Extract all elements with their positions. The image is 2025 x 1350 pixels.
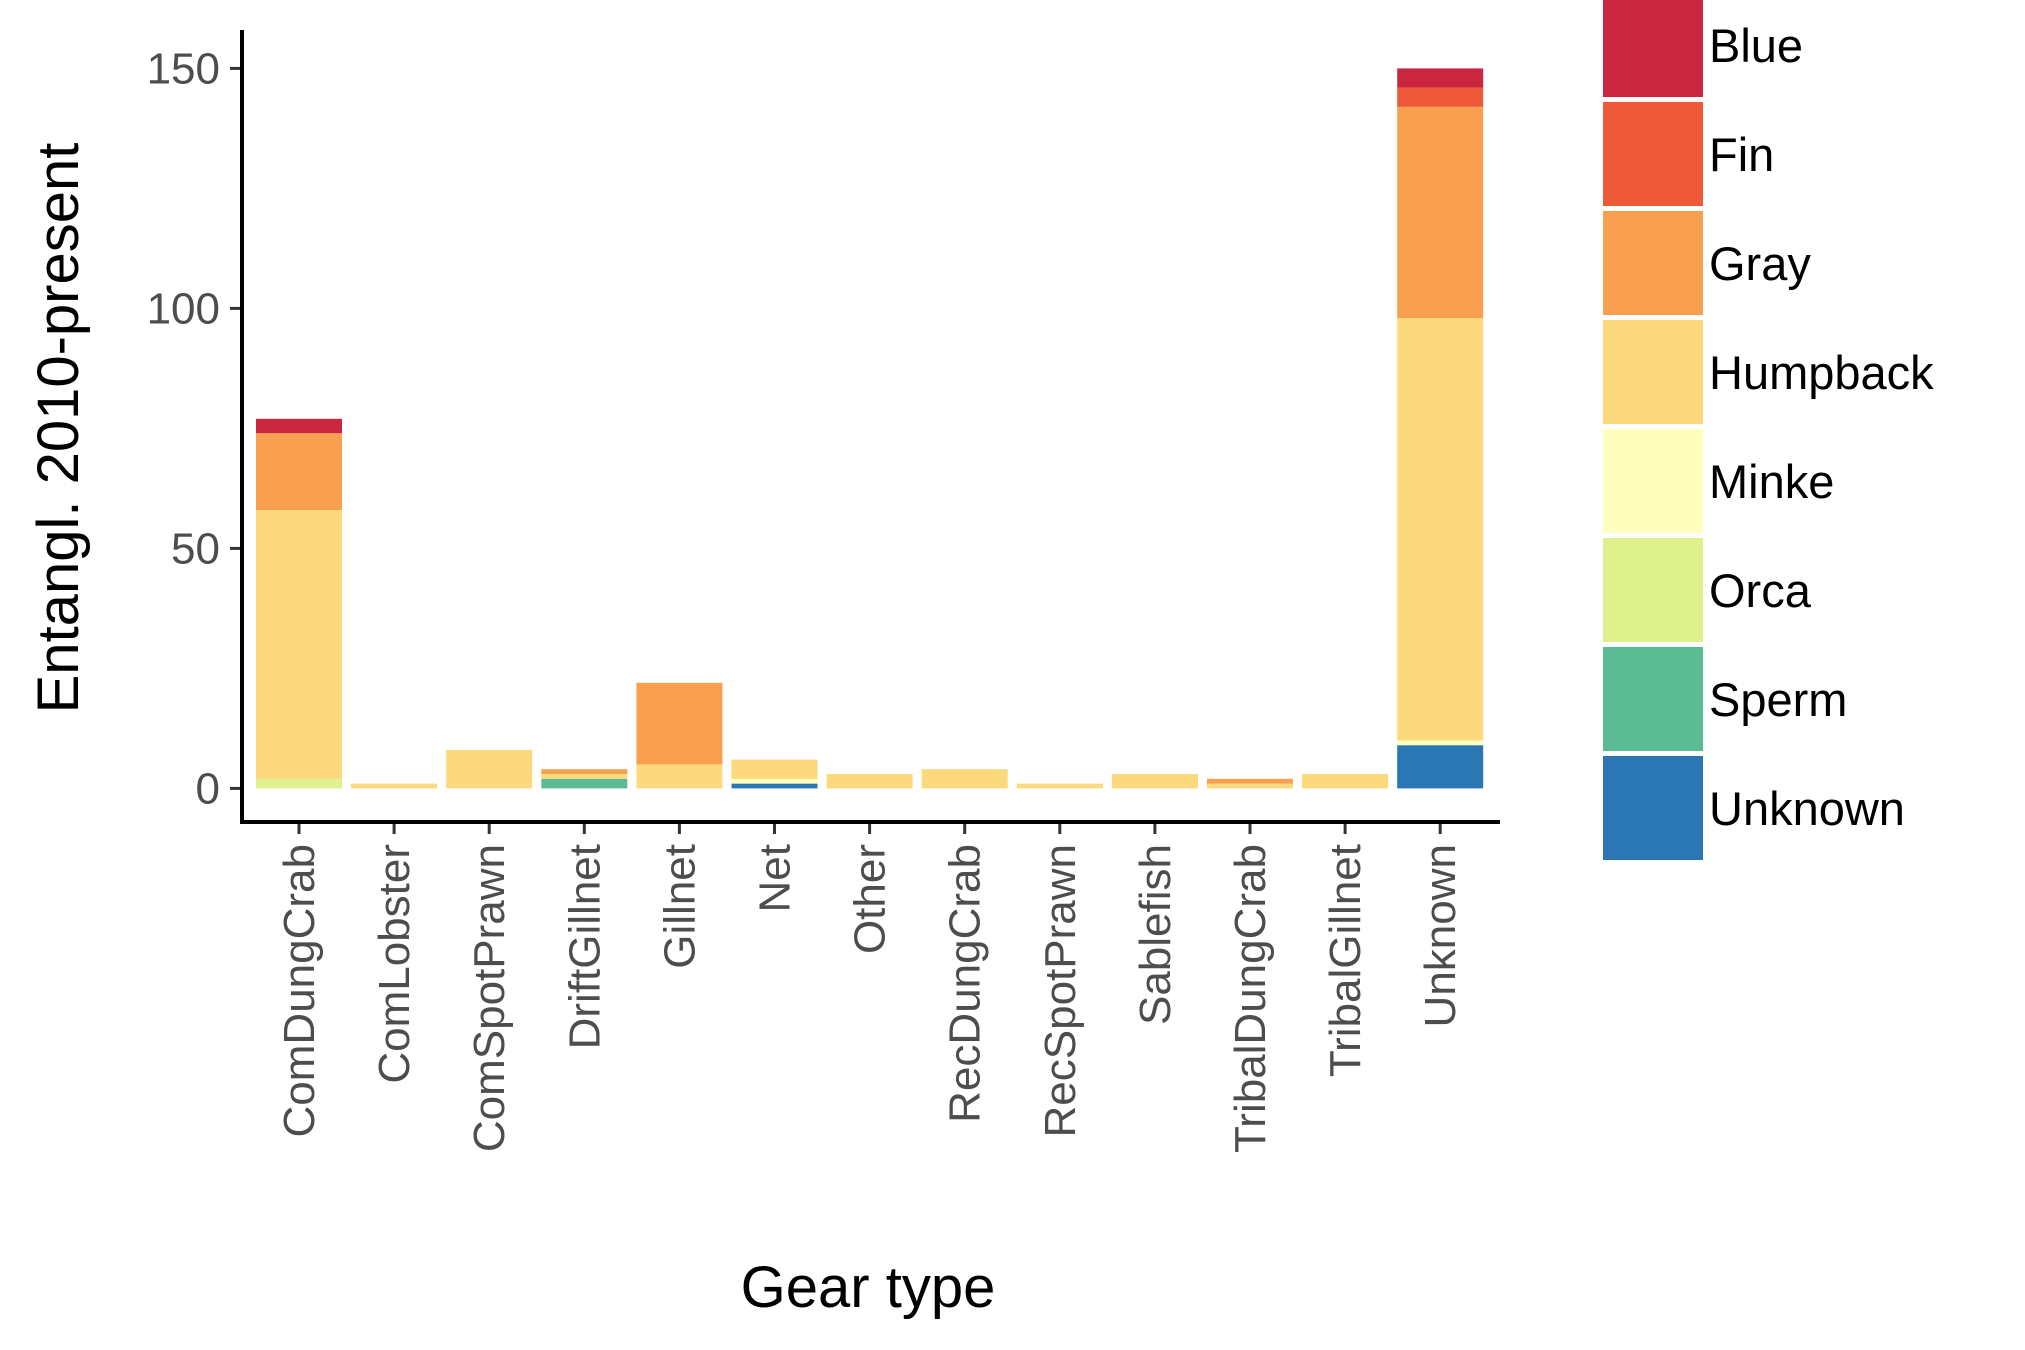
legend-key-gray <box>1603 211 1703 315</box>
legend-label-gray: Gray <box>1709 237 1811 290</box>
bar-segment-other-humpback <box>826 774 913 789</box>
y-axis-ticks: 0 50 100 150 <box>147 44 242 813</box>
x-tick-label: ComDungCrab <box>275 844 324 1137</box>
bar-segment-comlobster-humpback <box>351 783 438 789</box>
bar-segment-unknown-fin <box>1397 87 1484 107</box>
bar-segment-unknown-unknown <box>1397 745 1484 789</box>
legend-key-unknown <box>1603 756 1703 860</box>
bar-segment-unknown-humpback <box>1397 318 1484 741</box>
bar-segment-sablefish-humpback <box>1111 774 1198 789</box>
y-tick-label: 150 <box>147 44 220 93</box>
bar-segment-comspotprawn-humpback <box>446 750 533 789</box>
legend-label-blue: Blue <box>1709 19 1803 72</box>
legend-key-blue <box>1603 0 1703 97</box>
bar-segment-tribaldungcrab-gray <box>1207 778 1293 784</box>
x-tick-label: Gillnet <box>655 844 704 969</box>
x-tick-label: Sablefish <box>1131 844 1180 1025</box>
y-tick-label: 50 <box>171 524 220 573</box>
x-axis-ticks: ComDungCrab ComLobster ComSpotPrawn DriftGi… <box>275 822 1465 1153</box>
legend-label-unknown: Unknown <box>1709 782 1905 835</box>
bar-segment-gillnet-humpback <box>636 764 723 789</box>
legend-key-sperm <box>1603 647 1703 751</box>
bar-segment-unknown-minke <box>1397 740 1484 746</box>
bar-segment-comdungcrab-humpback <box>256 510 342 779</box>
bar-segment-comdungcrab-gray <box>256 433 342 510</box>
y-tick-label: 100 <box>147 284 220 333</box>
bar-segment-driftgillnet-humpback <box>541 774 628 779</box>
legend-label-sperm: Sperm <box>1709 673 1847 726</box>
legend-key-fin <box>1603 102 1703 206</box>
bar-segment-comdungcrab-blue <box>256 418 342 434</box>
legend-label-minke: Minke <box>1709 455 1834 508</box>
bar-segment-net-minke <box>731 778 818 784</box>
bar-segment-recdungcrab-humpback <box>921 769 1008 789</box>
x-tick-label: DriftGillnet <box>560 844 609 1049</box>
legend: Blue Fin Gray Humpback Minke Orca Sperm Unknown <box>1603 0 1934 860</box>
x-tick-label: Other <box>846 844 895 954</box>
bar-segment-gillnet-gray <box>636 682 723 765</box>
legend-key-orca <box>1603 538 1703 642</box>
x-tick-label: TribalDungCrab <box>1226 844 1275 1153</box>
bar-segment-driftgillnet-gray <box>541 769 628 774</box>
legend-key-minke <box>1603 429 1703 533</box>
x-axis-title: Gear type <box>741 1255 996 1320</box>
y-axis-title: Entangl. 2010-present <box>26 143 91 714</box>
x-tick-label: RecSpotPrawn <box>1036 844 1085 1137</box>
bar-segment-tribaldungcrab-humpback <box>1207 783 1293 789</box>
x-tick-label: Unknown <box>1416 844 1465 1027</box>
bar-segment-comdungcrab-orca <box>256 778 342 789</box>
bar-segment-unknown-gray <box>1397 106 1484 318</box>
bar-segment-net-unknown <box>731 783 818 789</box>
x-tick-label: ComLobster <box>370 844 419 1084</box>
bar-segments <box>256 68 1484 789</box>
legend-key-humpback <box>1603 320 1703 424</box>
bar-segment-unknown-blue <box>1397 68 1484 88</box>
x-tick-label: ComSpotPrawn <box>465 844 514 1152</box>
bar-segment-tribalgillnet-humpback <box>1302 774 1389 789</box>
bar-segment-net-humpback <box>731 759 818 779</box>
legend-label-humpback: Humpback <box>1709 346 1934 399</box>
x-tick-label: Net <box>751 844 800 912</box>
y-tick-label: 0 <box>196 764 220 813</box>
x-tick-label: RecDungCrab <box>941 844 990 1123</box>
bar-segment-recspotprawn-humpback <box>1016 783 1103 789</box>
x-tick-label: TribalGillnet <box>1321 844 1370 1077</box>
bar-segment-driftgillnet-sperm <box>541 778 628 789</box>
legend-label-fin: Fin <box>1709 128 1774 181</box>
legend-label-orca: Orca <box>1709 564 1812 617</box>
